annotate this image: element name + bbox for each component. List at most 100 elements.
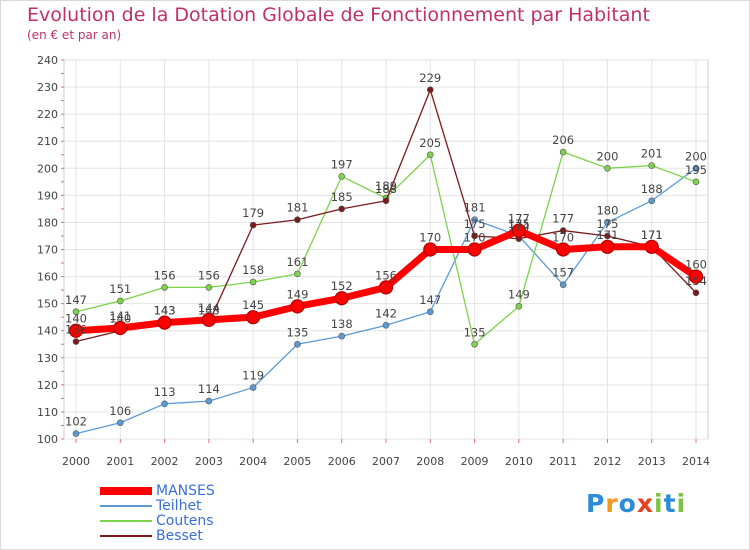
- data-point-manses: [467, 242, 482, 257]
- data-label-coutens: 151: [109, 282, 131, 296]
- y-tick-label: 170: [37, 244, 58, 257]
- x-tick-label: 2011: [549, 455, 577, 468]
- data-label-manses: 171: [596, 228, 618, 242]
- x-tick-label: 2005: [283, 455, 311, 468]
- chart-legend: MANSES Teilhet Coutens Besset: [100, 484, 340, 544]
- logo-letter: x: [636, 489, 654, 518]
- proxiti-logo: Proxiti: [586, 489, 686, 518]
- data-point-coutens: [249, 278, 257, 286]
- x-tick-label: 2014: [682, 455, 710, 468]
- x-tick-label: 2000: [62, 455, 90, 468]
- data-label-teilhet: 200: [685, 149, 707, 163]
- data-label-teilhet: 142: [375, 306, 397, 320]
- logo-letter: i: [676, 489, 687, 518]
- chart-subtitle: (en € et par an): [27, 28, 122, 42]
- data-label-besset: 181: [286, 201, 308, 215]
- y-tick-label: 230: [37, 81, 58, 94]
- data-label-besset: 185: [331, 190, 353, 204]
- data-point-coutens: [116, 297, 124, 305]
- data-point-besset: [559, 227, 567, 234]
- data-label-manses: 152: [331, 279, 353, 293]
- data-point-coutens: [471, 340, 478, 348]
- data-label-besset: 171: [641, 228, 663, 242]
- data-point-besset: [426, 86, 434, 94]
- data-label-teilhet: 175: [508, 217, 530, 231]
- data-label-besset: 136: [65, 323, 87, 337]
- data-point-manses: [378, 280, 394, 295]
- x-tick-label: 2009: [461, 455, 489, 468]
- data-label-teilhet: 102: [65, 415, 87, 429]
- data-label-coutens: 158: [242, 263, 264, 277]
- y-tick-label: 100: [37, 433, 58, 446]
- data-label-coutens: 197: [331, 157, 353, 171]
- legend-item-manses: MANSES: [100, 484, 340, 499]
- data-label-coutens: 201: [641, 147, 663, 161]
- y-tick-label: 140: [37, 325, 58, 338]
- chart-title: Evolution de la Dotation Globale de Fonc…: [27, 4, 650, 26]
- data-point-coutens: [205, 284, 213, 291]
- data-label-besset: 175: [596, 217, 618, 231]
- y-tick-label: 150: [37, 298, 58, 311]
- y-tick-label: 130: [37, 352, 58, 365]
- data-label-manses: 170: [552, 231, 574, 245]
- data-point-manses: [246, 310, 261, 325]
- data-label-manses: 149: [286, 287, 308, 301]
- logo-letter: t: [663, 489, 677, 518]
- data-label-teilhet: 114: [198, 382, 220, 396]
- data-point-teilhet: [692, 164, 700, 172]
- data-point-teilhet: [294, 340, 301, 348]
- data-label-manses: 156: [375, 268, 397, 282]
- data-point-besset: [72, 338, 80, 345]
- logo-letter: P: [586, 489, 606, 518]
- data-label-besset: 143: [198, 304, 220, 318]
- x-tick-label: 2001: [106, 455, 134, 468]
- data-label-teilhet: 119: [242, 369, 264, 383]
- data-label-teilhet: 180: [596, 203, 618, 217]
- data-label-besset: 140: [109, 312, 131, 326]
- data-label-manses: 145: [242, 298, 264, 312]
- data-label-manses: 141: [109, 309, 131, 323]
- x-tick-label: 2012: [593, 455, 621, 468]
- data-label-manses: 143: [154, 304, 176, 318]
- data-point-coutens: [692, 178, 700, 186]
- y-tick-label: 180: [37, 216, 58, 229]
- data-point-teilhet: [471, 216, 478, 224]
- data-point-manses: [334, 291, 349, 306]
- data-point-manses: [644, 239, 659, 254]
- data-point-teilhet: [116, 419, 124, 427]
- data-label-manses: 140: [65, 312, 87, 326]
- data-point-teilhet: [648, 197, 656, 205]
- legend-swatch: [100, 520, 152, 522]
- y-tick-label: 160: [37, 271, 58, 284]
- data-point-teilhet: [249, 384, 257, 391]
- data-label-manses: 171: [641, 228, 663, 242]
- legend-item-teilhet: Teilhet: [100, 499, 340, 514]
- data-point-coutens: [426, 151, 434, 159]
- data-label-coutens: 195: [685, 163, 707, 177]
- data-point-manses: [511, 223, 526, 238]
- data-point-teilhet: [161, 400, 168, 408]
- data-label-teilhet: 147: [419, 293, 441, 307]
- data-label-besset: 174: [508, 220, 530, 234]
- data-point-coutens: [604, 164, 611, 172]
- data-point-coutens: [72, 308, 80, 316]
- x-tick-label: 2008: [416, 455, 444, 468]
- legend-label: Coutens: [156, 513, 214, 529]
- data-label-coutens: 135: [464, 325, 486, 339]
- data-label-teilhet: 181: [464, 201, 486, 215]
- data-point-coutens: [559, 148, 567, 156]
- logo-letter: r: [605, 489, 619, 518]
- legend-swatch: [100, 487, 152, 495]
- data-label-coutens: 189: [375, 179, 397, 193]
- y-tick-label: 210: [37, 135, 58, 148]
- data-label-manses: 170: [464, 231, 486, 245]
- data-label-manses: 170: [419, 231, 441, 245]
- data-label-coutens: 200: [596, 149, 618, 163]
- x-tick-label: 2006: [328, 455, 356, 468]
- data-point-besset: [382, 197, 390, 205]
- data-point-besset: [249, 221, 257, 229]
- legend-item-coutens: Coutens: [100, 514, 340, 529]
- data-point-coutens: [338, 173, 346, 180]
- legend-label: Teilhet: [156, 498, 202, 514]
